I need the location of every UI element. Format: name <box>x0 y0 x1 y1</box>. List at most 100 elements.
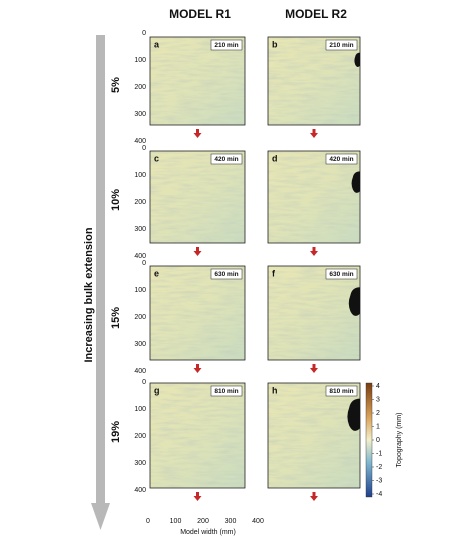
y-tick-label: 200 <box>134 314 146 321</box>
time-label: 630 min <box>329 271 353 278</box>
panel-letter: h <box>272 385 278 395</box>
time-label: 810 min <box>214 388 238 395</box>
column-header: MODEL R2 <box>285 7 347 21</box>
time-label: 810 min <box>329 388 353 395</box>
red-arrow <box>312 492 316 496</box>
y-tick-label: 100 <box>134 287 146 294</box>
panel-frame <box>149 150 246 244</box>
colorbar-tick-label: 3 <box>376 396 380 403</box>
red-arrow <box>312 364 316 368</box>
column-header: MODEL R1 <box>169 7 231 21</box>
y-tick-label: 300 <box>134 226 146 233</box>
time-box <box>210 39 243 51</box>
x-tick-label: 200 <box>197 518 209 525</box>
colorbar-tick-label: 0 <box>376 437 380 444</box>
y-tick-label: 0 <box>142 379 146 386</box>
red-arrow <box>310 496 318 501</box>
red-arrow <box>196 129 199 133</box>
topography-panel <box>268 383 360 488</box>
y-tick-label: 200 <box>134 84 146 91</box>
y-tick-label: 300 <box>134 460 146 467</box>
time-label: 420 min <box>214 156 238 163</box>
panel-letter: a <box>154 39 160 49</box>
red-arrow <box>193 368 202 373</box>
y-tick-label: 300 <box>134 341 146 348</box>
topography-panel <box>268 266 360 360</box>
y-tick-label: 0 <box>142 30 146 37</box>
row-label: 10% <box>110 189 122 211</box>
colorbar <box>365 382 373 498</box>
blob <box>354 52 360 67</box>
blob <box>351 171 360 193</box>
red-arrow <box>310 251 318 256</box>
colorbar-tick-label: 1 <box>376 423 380 430</box>
blob <box>348 287 360 316</box>
time-box <box>325 268 358 280</box>
time-box <box>325 385 358 397</box>
time-box <box>210 268 243 280</box>
panel-frame <box>267 150 361 244</box>
panel-frame <box>149 36 246 126</box>
topography-panel <box>150 383 245 488</box>
panel-letter: d <box>272 153 278 163</box>
y-tick-label: 200 <box>134 433 146 440</box>
panel-frame <box>267 36 361 126</box>
time-box <box>325 39 358 51</box>
red-arrow <box>193 496 202 501</box>
red-arrow <box>312 247 316 251</box>
time-label: 420 min <box>329 156 353 163</box>
topography-panel <box>268 151 360 243</box>
y-tick-label: 400 <box>134 487 146 494</box>
red-arrow <box>310 368 318 373</box>
colorbar-tick-label: -2 <box>376 464 382 471</box>
panel-letter: c <box>154 153 159 163</box>
colorbar-tick-label: 2 <box>376 410 380 417</box>
time-box <box>325 153 358 165</box>
red-arrow <box>193 251 202 256</box>
y-tick-label: 100 <box>134 57 146 64</box>
panel-frame <box>149 382 246 489</box>
row-label: 19% <box>110 421 122 443</box>
time-label: 210 min <box>214 42 238 49</box>
side-label: Increasing bulk extension <box>83 227 95 362</box>
x-tick-label: 400 <box>252 518 264 525</box>
y-tick-label: 400 <box>134 253 146 260</box>
row-label: 5% <box>110 77 122 93</box>
y-tick-label: 200 <box>134 199 146 206</box>
y-tick-label: 300 <box>134 111 146 118</box>
red-arrow <box>196 364 199 368</box>
colorbar-tick-label: 4 <box>376 383 380 390</box>
panel-letter: e <box>154 268 159 278</box>
time-box <box>210 153 243 165</box>
y-tick-label: 100 <box>134 172 146 179</box>
topography-panel <box>268 37 360 125</box>
time-label: 210 min <box>329 42 353 49</box>
red-arrow <box>196 247 199 251</box>
time-box <box>210 385 243 397</box>
y-tick-label: 400 <box>134 138 146 145</box>
red-arrow <box>310 133 318 138</box>
arrow-shaft <box>96 35 105 503</box>
panel-frame <box>149 265 246 361</box>
row-label: 15% <box>110 307 122 329</box>
red-arrow <box>196 492 199 496</box>
x-tick-label: 100 <box>170 518 182 525</box>
panel-frame <box>267 382 361 489</box>
red-arrow <box>312 129 316 133</box>
x-axis-label: Model width (mm) <box>180 529 236 536</box>
topography-panel <box>150 151 245 243</box>
y-tick-label: 100 <box>134 406 146 413</box>
x-tick-label: 0 <box>146 518 150 525</box>
y-tick-label: 0 <box>142 145 146 152</box>
y-tick-label: 0 <box>142 260 146 267</box>
colorbar-tick-label: -4 <box>376 491 382 498</box>
colorbar-tick-label: -1 <box>376 450 382 457</box>
colorbar-tick-label: -3 <box>376 477 382 484</box>
topography-panel <box>150 266 245 360</box>
blob <box>347 398 360 431</box>
red-arrow <box>193 133 202 138</box>
arrow-head <box>91 503 110 530</box>
panel-letter: g <box>154 385 160 395</box>
panel-letter: f <box>272 268 276 278</box>
